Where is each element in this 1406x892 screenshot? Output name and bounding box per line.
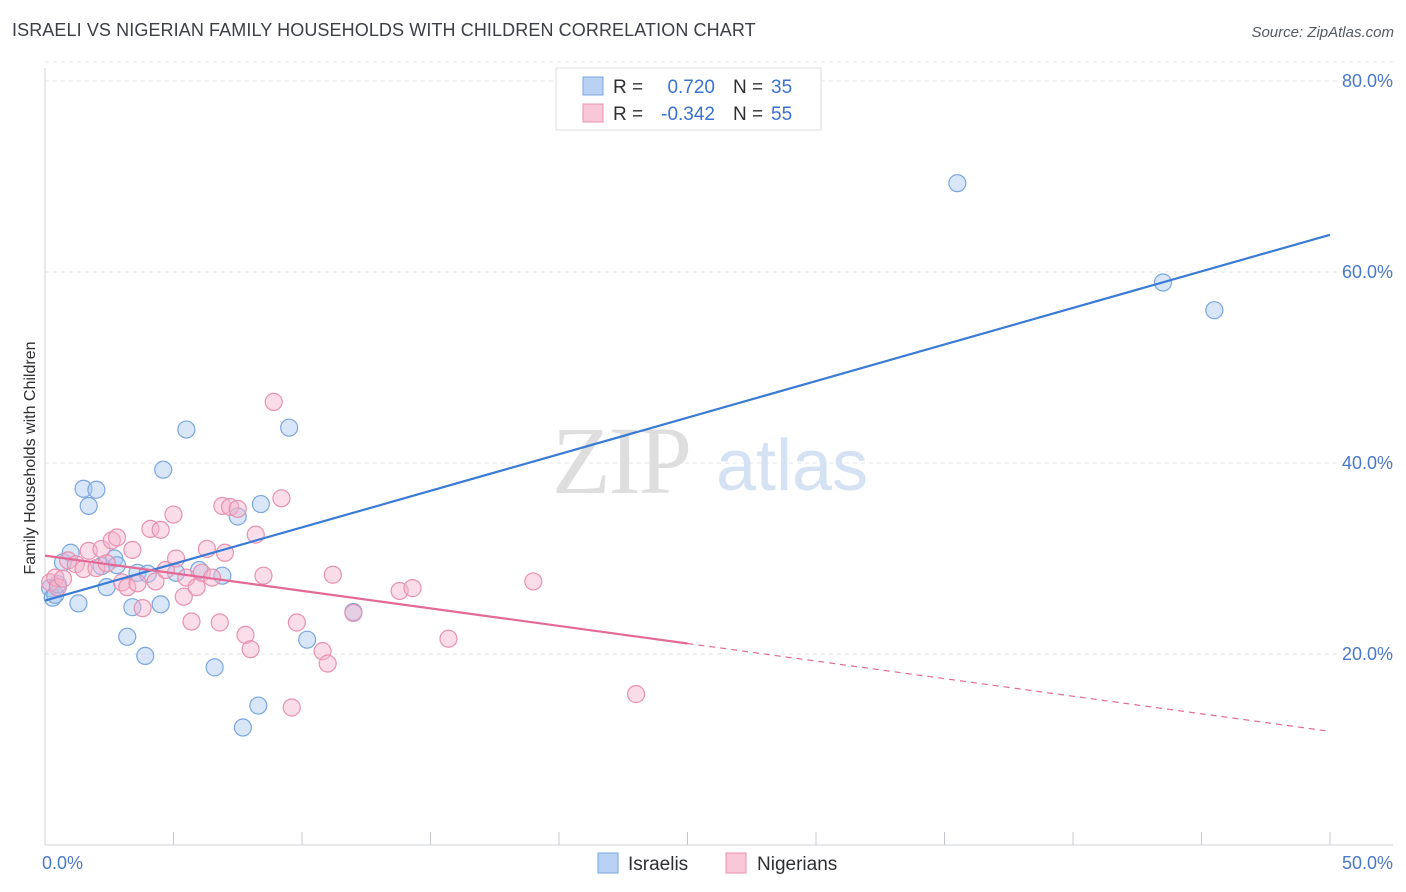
data-point-israelis	[87, 480, 106, 499]
data-point-israelis	[79, 496, 98, 516]
y-axis-title: Family Households with Children	[22, 342, 39, 575]
data-point-nigerians	[133, 599, 152, 618]
bottom-legend-label-israelis: Israelis	[628, 854, 688, 875]
watermark-atlas: atlas	[716, 426, 868, 506]
data-point-israelis	[69, 594, 88, 613]
data-point-israelis	[74, 479, 93, 498]
watermark-zip: ZIP	[552, 407, 690, 514]
legend-r-value-israelis: 0.720	[667, 77, 715, 98]
legend-r-label-nigerians: R =	[613, 104, 643, 125]
y-tick-label: 20.0%	[1342, 644, 1393, 664]
data-point-israelis	[228, 507, 247, 526]
grid-lines	[45, 61, 1393, 655]
axes	[44, 68, 1393, 846]
x-tick-label: 50.0%	[1342, 853, 1393, 873]
legend-r-value-nigerians: -0.342	[661, 104, 715, 125]
data-point-nigerians	[241, 640, 260, 659]
bottom-legend-swatch-nigerians	[725, 852, 747, 874]
legend-swatch-israelis	[582, 76, 604, 96]
bottom-legend-swatch-israelis	[597, 852, 619, 874]
data-point-nigerians	[272, 489, 291, 508]
data-point-israelis	[948, 174, 967, 193]
data-point-israelis	[1205, 301, 1224, 320]
chart-title: ISRAELI VS NIGERIAN FAMILY HOUSEHOLDS WI…	[12, 20, 756, 40]
data-point-nigerians	[48, 578, 67, 597]
legend-n-value-nigerians: 55	[771, 104, 792, 125]
data-point-nigerians	[128, 574, 147, 593]
data-point-nigerians	[403, 579, 422, 598]
data-point-nigerians	[182, 612, 201, 631]
data-point-nigerians	[344, 603, 363, 623]
data-point-nigerians	[264, 392, 283, 411]
series-israelis	[41, 174, 1224, 737]
trend-layer	[44, 233, 1331, 732]
watermark: ZIP atlas	[552, 407, 868, 514]
data-point-nigerians	[107, 528, 127, 547]
data-point-nigerians	[213, 496, 232, 516]
y-tick-label: 80.0%	[1342, 71, 1393, 91]
data-point-nigerians	[187, 578, 206, 597]
trend-line-extension-nigerians	[687, 642, 1331, 732]
data-point-nigerians	[102, 531, 121, 550]
x-tick-label: 0.0%	[42, 853, 83, 873]
data-point-nigerians	[287, 613, 306, 632]
data-point-nigerians	[254, 566, 273, 585]
data-point-nigerians	[228, 499, 247, 518]
data-point-nigerians	[236, 625, 255, 645]
legend-n-label-israelis: N =	[733, 77, 763, 98]
data-point-israelis	[118, 627, 137, 646]
data-point-israelis	[233, 718, 252, 737]
series-layer	[41, 174, 1224, 737]
data-point-nigerians	[123, 540, 142, 560]
legend-swatch-nigerians	[582, 103, 604, 123]
data-point-israelis	[151, 595, 170, 614]
x-ticks	[173, 832, 1331, 845]
trend-line-nigerians	[44, 554, 688, 645]
data-point-israelis	[249, 696, 268, 715]
data-point-israelis	[205, 658, 224, 677]
bottom-legend: Israelis Nigerians	[597, 852, 837, 875]
data-point-nigerians	[626, 685, 646, 704]
data-point-israelis	[251, 494, 270, 514]
data-point-nigerians	[53, 569, 73, 588]
legend-n-value-israelis: 35	[771, 77, 792, 98]
data-point-israelis	[154, 460, 173, 479]
data-point-nigerians	[151, 520, 170, 539]
legend: R = 0.720 N = 35 R = -0.342 N = 55	[555, 67, 822, 131]
y-tick-labels: 20.0% 40.0% 60.0% 80.0%	[1342, 71, 1393, 664]
data-point-israelis	[136, 646, 155, 666]
legend-r-label-israelis: R =	[613, 77, 643, 98]
data-point-nigerians	[524, 572, 543, 591]
bottom-legend-label-nigerians: Nigerians	[757, 854, 837, 875]
data-point-nigerians	[282, 698, 301, 717]
data-point-israelis	[177, 420, 196, 439]
data-point-nigerians	[164, 505, 183, 524]
y-tick-label: 40.0%	[1342, 453, 1393, 473]
trend-line-israelis	[44, 233, 1331, 602]
y-tick-label: 60.0%	[1342, 262, 1393, 282]
data-point-israelis	[280, 418, 299, 437]
data-point-nigerians	[146, 572, 165, 591]
data-point-nigerians	[210, 613, 229, 632]
data-point-nigerians	[439, 629, 458, 648]
data-point-nigerians	[318, 654, 337, 673]
x-tick-labels: 0.0% 50.0%	[42, 853, 1393, 873]
data-point-nigerians	[174, 587, 193, 606]
data-point-israelis	[298, 630, 317, 649]
data-point-nigerians	[118, 578, 137, 597]
series-nigerians	[41, 392, 646, 717]
data-point-nigerians	[323, 565, 342, 584]
source-label: Source: ZipAtlas.com	[1251, 24, 1394, 41]
legend-n-label-nigerians: N =	[733, 104, 763, 125]
